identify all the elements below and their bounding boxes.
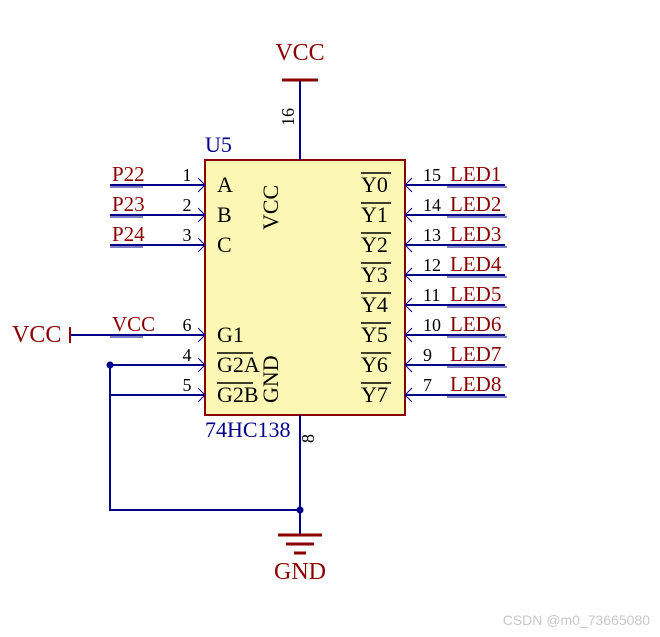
pin-inner-label: Y7 <box>361 382 388 407</box>
pin-number: 7 <box>423 375 432 395</box>
pin-inner-label: Y0 <box>361 172 388 197</box>
pin-inner-label: Y6 <box>361 352 388 377</box>
watermark: CSDN @m0_73665080 <box>503 612 651 628</box>
net-label: LED6 <box>450 312 501 336</box>
chip-designator: U5 <box>205 132 232 157</box>
vcc-top-label: VCC <box>275 40 324 66</box>
pin-inner-label: B <box>217 202 232 227</box>
pin-inner-label: VCC <box>258 185 283 230</box>
pin-inner-label: Y3 <box>361 262 388 287</box>
pin-number: 11 <box>423 285 440 305</box>
pin-inner-label: C <box>217 232 232 257</box>
pin-number: 8 <box>298 434 318 443</box>
gnd-label: GND <box>274 559 326 585</box>
chip-partnum: 74HC138 <box>205 417 291 442</box>
net-label: LED4 <box>450 252 502 276</box>
vcc-left-label: VCC <box>12 322 61 348</box>
pin-inner-label: G1 <box>217 322 244 347</box>
pin-number: 6 <box>183 315 192 335</box>
pin-number: 13 <box>423 225 441 245</box>
net-label: LED8 <box>450 372 501 396</box>
net-label: LED1 <box>450 162 501 186</box>
net-label: LED5 <box>450 282 501 306</box>
pin-inner-label: G2B <box>217 382 259 407</box>
pin-number: 2 <box>183 195 192 215</box>
net-label: VCC <box>112 312 155 336</box>
net-label: LED3 <box>450 222 501 246</box>
pin-number: 15 <box>423 165 441 185</box>
pin-number: 10 <box>423 315 441 335</box>
pin-number: 4 <box>183 345 192 365</box>
pin-number: 3 <box>183 225 192 245</box>
pin-inner-label: Y4 <box>361 292 388 317</box>
pin-number: 16 <box>278 108 298 126</box>
net-label: P22 <box>112 162 145 186</box>
pin-number: 12 <box>423 255 441 275</box>
net-label: P23 <box>112 192 145 216</box>
net-label: P24 <box>112 222 145 246</box>
schematic-canvas: U5 74HC138 1 A P22 2 B P23 3 C P24 6 G1 VCC 4 G2A 5 G2B VC… <box>0 0 660 637</box>
pin-inner-label: Y2 <box>361 232 388 257</box>
net-label: LED2 <box>450 192 501 216</box>
pin-inner-label: Y1 <box>361 202 388 227</box>
pin-inner-label: GND <box>258 355 283 403</box>
pin-inner-label: Y5 <box>361 322 388 347</box>
junction <box>107 362 114 369</box>
pin-number: 5 <box>183 375 192 395</box>
pin-number: 14 <box>423 195 441 215</box>
pin-number: 1 <box>183 165 192 185</box>
net-label: LED7 <box>450 342 501 366</box>
pin-number: 9 <box>423 345 432 365</box>
pin-inner-label: A <box>217 172 233 197</box>
pin-inner-label: G2A <box>217 352 260 377</box>
